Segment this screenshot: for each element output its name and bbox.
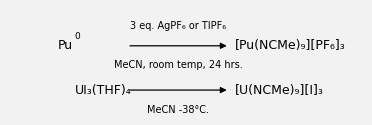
Text: UI₃(THF)₄: UI₃(THF)₄ [75, 84, 132, 97]
Text: MeCN -38°C.: MeCN -38°C. [147, 104, 209, 115]
Text: MeCN, room temp, 24 hrs.: MeCN, room temp, 24 hrs. [114, 60, 243, 70]
Text: 3 eq. AgPF₆ or TIPF₆: 3 eq. AgPF₆ or TIPF₆ [130, 21, 227, 31]
Text: [Pu(NCMe)₉][PF₆]₃: [Pu(NCMe)₉][PF₆]₃ [235, 39, 346, 52]
Text: [U(NCMe)₉][I]₃: [U(NCMe)₉][I]₃ [235, 84, 324, 97]
Text: 0: 0 [74, 32, 80, 41]
Text: Pu: Pu [58, 39, 73, 52]
